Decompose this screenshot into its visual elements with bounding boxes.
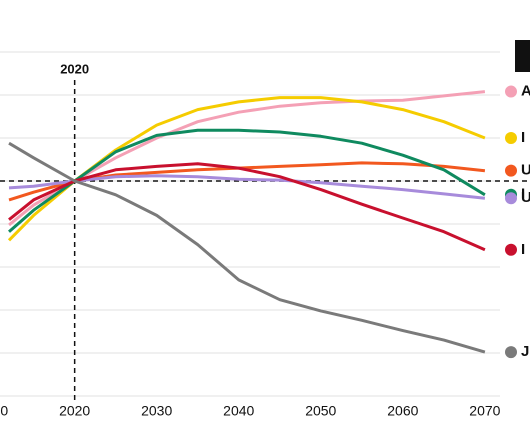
x-tick-label: 2020: [59, 403, 90, 419]
legend-header-block: [515, 40, 530, 72]
legend-marker: [505, 132, 517, 144]
legend-label: U: [521, 162, 530, 179]
x-tick-label: 2040: [223, 403, 254, 419]
x-tick-label: 2060: [387, 403, 418, 419]
reference-label: 2020: [60, 61, 89, 76]
legend-label: I: [521, 186, 525, 203]
series-line: [8, 141, 486, 354]
legend-marker: [505, 192, 517, 205]
legend-marker: [505, 85, 517, 98]
x-tick-label: 2050: [305, 403, 336, 419]
legend-label: A: [521, 83, 530, 100]
legend-marker: [505, 243, 517, 256]
legend-label: U: [521, 189, 530, 206]
legend-label: J: [521, 343, 529, 360]
x-tick-label: 2030: [141, 403, 172, 419]
x-tick-label: 2070: [469, 403, 500, 419]
legend-marker: [505, 164, 517, 177]
legend-label: I: [521, 129, 525, 146]
x-tick-label: 2010: [0, 403, 8, 419]
legend-label: I: [521, 241, 525, 258]
legend-marker: [505, 346, 517, 359]
